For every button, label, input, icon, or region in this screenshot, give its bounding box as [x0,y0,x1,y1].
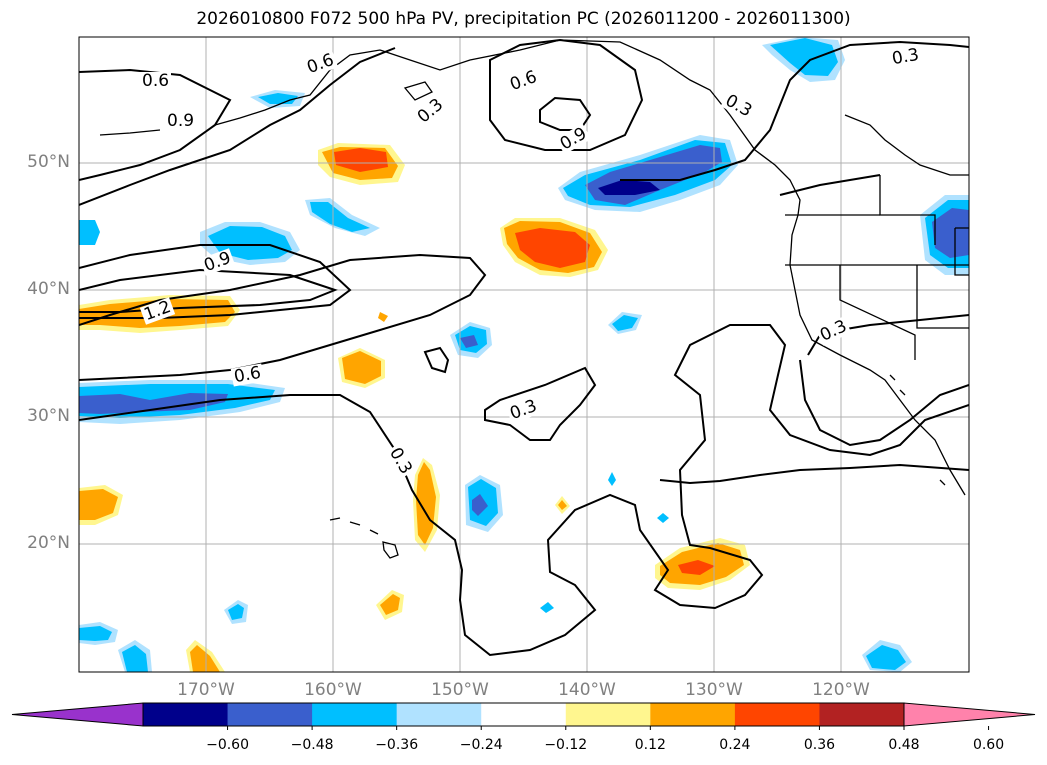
coastlines [99,39,969,559]
contour-label: 0.9 [165,111,197,131]
colorbar [11,702,1036,730]
lon-tick-label: 170°W [177,680,235,700]
colorbar-tick-label: −0.48 [290,737,334,753]
contour-label: 0.6 [140,71,172,91]
colorbar-tick-label: 0.24 [719,737,751,753]
colorbar-swatch [565,703,651,726]
colorbar-tick-label: −0.12 [544,737,588,753]
lon-tick-label: 150°W [431,680,489,700]
colorbar-tick-label: −0.60 [206,737,249,753]
colorbar-tick-label: −0.24 [459,737,503,753]
map-title: 2026010800 F072 500 hPa PV, precipitatio… [196,9,851,29]
colorbar-swatch [396,703,482,726]
pv-contours [79,38,969,657]
lat-tick-label: 30°N [27,406,70,426]
precipitation-shading [79,37,969,672]
colorbar-swatch [650,703,736,726]
colorbar-tick-label: −0.36 [375,737,419,753]
colorbar-swatch [143,703,229,726]
lon-tick-label: 140°W [558,680,616,700]
graticule [79,37,969,672]
colorbar-tick-label: 0.36 [803,737,836,753]
lon-tick-label: 130°W [685,680,743,700]
colorbar-swatch [312,703,398,726]
lat-tick-label: 50°N [27,152,70,172]
colorbar-frame [142,702,905,727]
lat-tick-label: 20°N [27,533,70,553]
colorbar-swatch [227,703,313,726]
colorbar-extend-high [903,702,1036,727]
colorbar-extend-low [11,702,144,727]
colorbar-swatch [819,703,905,726]
colorbar-tick-label: 0.48 [888,737,920,753]
colorbar-tick-label: 0.12 [634,737,666,753]
lon-tick-label: 160°W [304,680,362,700]
colorbar-tick-label: 0.60 [972,737,1005,753]
map-frame [78,36,970,673]
colorbar-swatch [734,703,820,726]
lat-tick-label: 40°N [27,279,70,299]
colorbar-swatch [481,703,567,726]
lon-tick-label: 120°W [812,680,870,700]
